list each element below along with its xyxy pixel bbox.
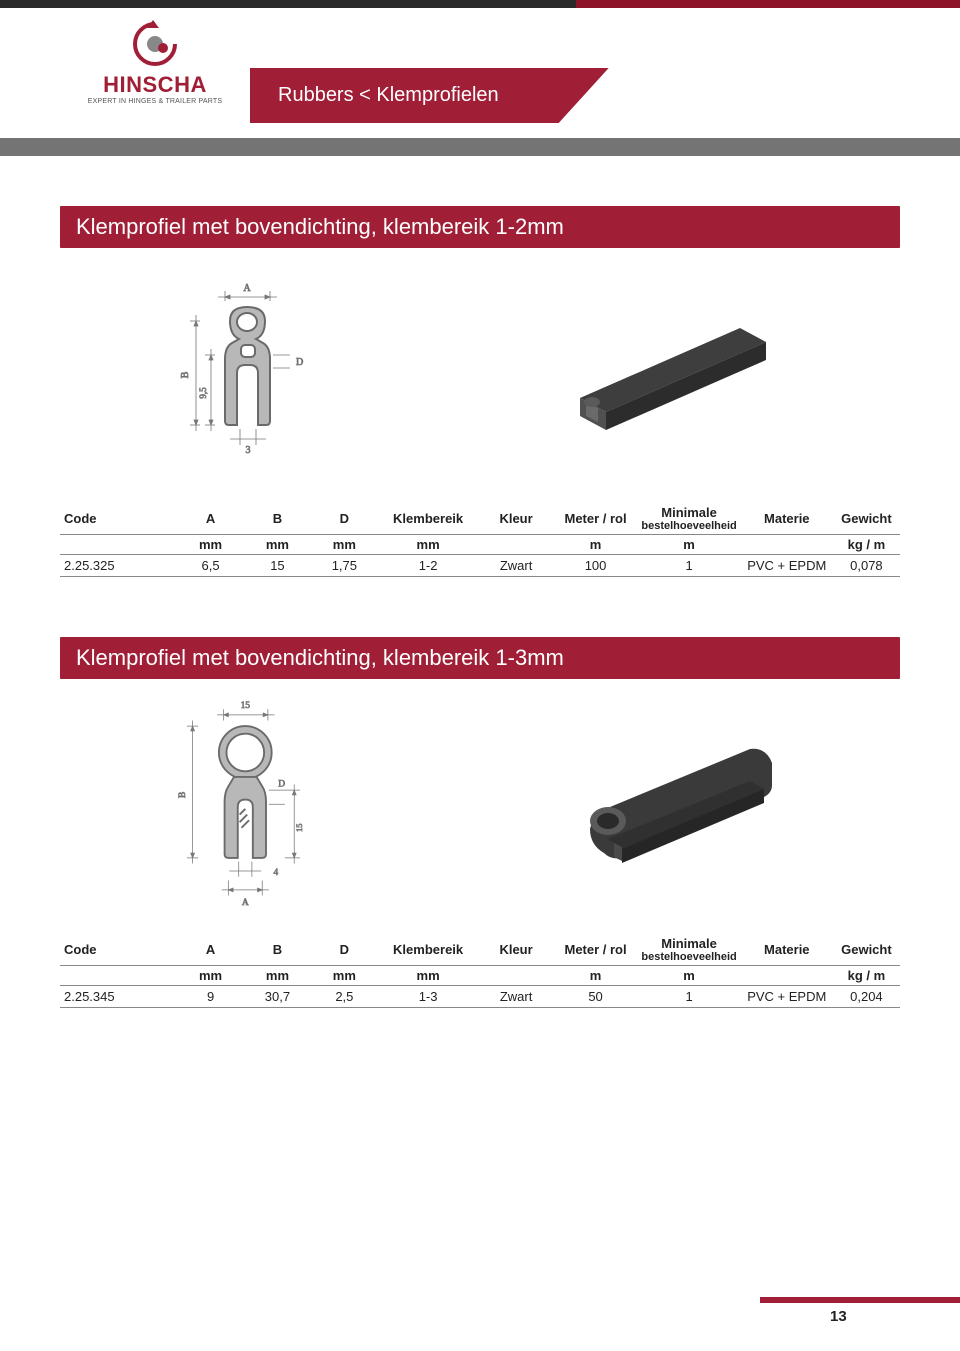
svg-text:15: 15 [241, 701, 251, 711]
table-header: Meter / rol [554, 934, 638, 966]
table-unit [60, 535, 177, 555]
section-title-2: Klemprofiel met bovendichting, klemberei… [60, 637, 900, 679]
table-header: Minimalebestelhoeveelheid [637, 934, 740, 966]
svg-text:A: A [242, 898, 249, 908]
table-header: Gewicht [833, 934, 900, 966]
table-cell: 1-2 [378, 555, 479, 577]
table-unit [60, 966, 177, 986]
table-header: Klembereik [378, 503, 479, 535]
table-header: Meter / rol [554, 503, 638, 535]
table-header: Materie [741, 503, 833, 535]
table-cell: PVC + EPDM [741, 986, 833, 1008]
table-cell: 2,5 [311, 986, 378, 1008]
table-header: Gewicht [833, 503, 900, 535]
svg-text:D: D [296, 357, 303, 368]
table-cell: Zwart [478, 555, 553, 577]
svg-text:15: 15 [294, 823, 304, 831]
separator-stripe [0, 138, 960, 156]
table-unit [478, 966, 553, 986]
table-unit: mm [311, 966, 378, 986]
table-header: D [311, 934, 378, 966]
table-unit: mm [311, 535, 378, 555]
table-cell: 6,5 [177, 555, 244, 577]
table-cell: 1,75 [311, 555, 378, 577]
svg-text:9,5: 9,5 [198, 387, 208, 399]
figures-row-1: A B 9,5 D [60, 273, 900, 473]
table-cell: 0,204 [833, 986, 900, 1008]
table-header: A [177, 934, 244, 966]
table-unit: kg / m [833, 966, 900, 986]
profile-diagram-2: 15 B D [170, 696, 330, 912]
table-cell: Zwart [478, 986, 553, 1008]
logo-tagline: EXPERT IN HINGES & TRAILER PARTS [85, 98, 225, 105]
table-header: A [177, 503, 244, 535]
table-header: B [244, 934, 311, 966]
table-header: Materie [741, 934, 833, 966]
table-header: Kleur [478, 503, 553, 535]
table-cell: 1 [637, 555, 740, 577]
table-header: D [311, 503, 378, 535]
brand-logo: HINSCHA EXPERT IN HINGES & TRAILER PARTS [85, 18, 225, 105]
table-unit: mm [244, 535, 311, 555]
svg-text:3: 3 [246, 445, 251, 456]
table-row: 2.25.3256,5151,751-2Zwart1001PVC + EPDM0… [60, 555, 900, 577]
table-cell: 0,078 [833, 555, 900, 577]
table-unit: kg / m [833, 535, 900, 555]
svg-text:A: A [243, 283, 251, 294]
table-header: Minimalebestelhoeveelheid [637, 503, 740, 535]
table-unit: m [637, 535, 740, 555]
table-header: B [244, 503, 311, 535]
table-unit: mm [177, 535, 244, 555]
logo-name: HINSCHA [85, 74, 225, 96]
page-header: HINSCHA EXPERT IN HINGES & TRAILER PARTS… [0, 8, 960, 138]
page-number: 13 [830, 1308, 847, 1325]
table-cell: 1-3 [378, 986, 479, 1008]
table-unit: mm [244, 966, 311, 986]
table-unit [741, 535, 833, 555]
profile-render-2 [550, 729, 790, 879]
page-content: Klemprofiel met bovendichting, klemberei… [0, 156, 960, 1008]
table-unit: m [554, 535, 638, 555]
profile-diagram-1: A B 9,5 D [170, 273, 330, 473]
table-unit [478, 535, 553, 555]
section-title-2-text: Klemprofiel met bovendichting, klemberei… [76, 645, 564, 670]
section-title-1-text: Klemprofiel met bovendichting, klemberei… [76, 214, 564, 239]
spec-table-1: CodeABDKlembereikKleurMeter / rolMinimal… [60, 503, 900, 577]
table-unit: m [637, 966, 740, 986]
spec-table-2: CodeABDKlembereikKleurMeter / rolMinimal… [60, 934, 900, 1008]
top-accent-bar [0, 0, 960, 8]
table-cell: 15 [244, 555, 311, 577]
top-bar-red [576, 0, 960, 8]
svg-text:4: 4 [274, 868, 279, 878]
svg-text:D: D [278, 779, 285, 789]
table-unit: mm [177, 966, 244, 986]
logo-mark-icon [129, 18, 181, 70]
table-cell: 2.25.325 [60, 555, 177, 577]
table-cell: 1 [637, 986, 740, 1008]
table-unit: m [554, 966, 638, 986]
table-cell: 9 [177, 986, 244, 1008]
breadcrumb-text: Rubbers < Klemprofielen [278, 84, 499, 107]
table-header: Code [60, 503, 177, 535]
table-header: Code [60, 934, 177, 966]
table-cell: PVC + EPDM [741, 555, 833, 577]
table-header: Kleur [478, 934, 553, 966]
section-title-1: Klemprofiel met bovendichting, klemberei… [60, 206, 900, 248]
figures-row-2: 15 B D [60, 704, 900, 904]
table-unit: mm [378, 535, 479, 555]
table-cell: 100 [554, 555, 638, 577]
svg-text:B: B [180, 371, 191, 378]
profile-render-1 [550, 308, 790, 438]
table-header: Klembereik [378, 934, 479, 966]
page-footer: 13 [760, 1297, 960, 1325]
table-unit: mm [378, 966, 479, 986]
table-cell: 2.25.345 [60, 986, 177, 1008]
table-row: 2.25.345930,72,51-3Zwart501PVC + EPDM0,2… [60, 986, 900, 1008]
svg-text:B: B [178, 791, 188, 797]
table-unit [741, 966, 833, 986]
top-bar-dark [0, 0, 576, 8]
breadcrumb: Rubbers < Klemprofielen [250, 68, 609, 123]
table-cell: 30,7 [244, 986, 311, 1008]
table-cell: 50 [554, 986, 638, 1008]
